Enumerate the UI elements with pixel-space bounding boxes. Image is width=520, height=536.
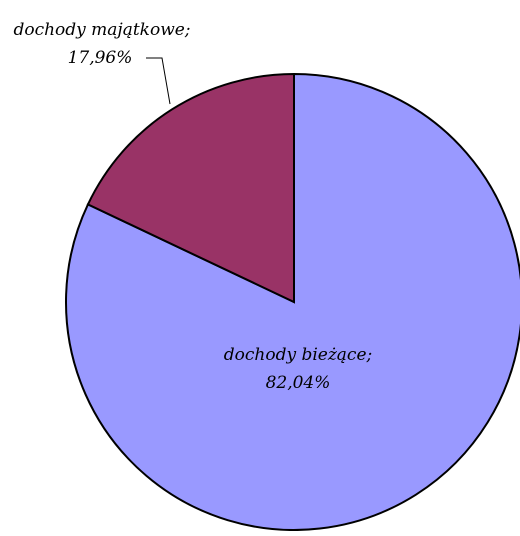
slice-percent-label-0: 82,04% — [266, 373, 331, 393]
pie-slice-1 — [86, 72, 295, 304]
slice-label-0: dochody bieżące; — [224, 345, 373, 365]
slice-label-1: dochody majątkowe; — [13, 20, 190, 40]
slice-leader-line-1 — [146, 57, 171, 105]
slice-percent-label-1: 17,96% — [68, 48, 133, 68]
